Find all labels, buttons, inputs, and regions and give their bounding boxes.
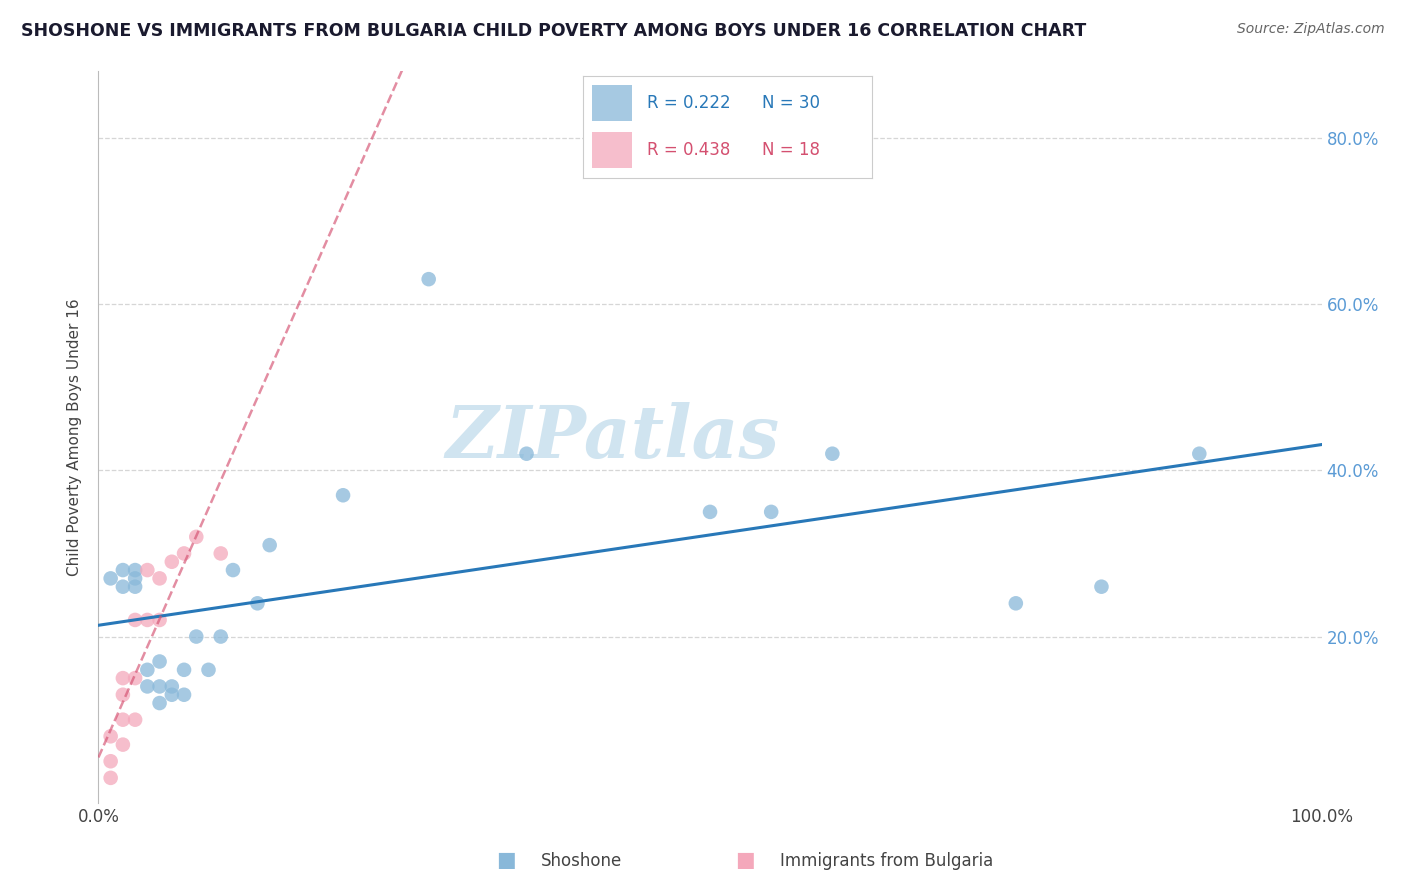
Point — [124, 580, 146, 594]
Point — [124, 671, 146, 685]
FancyBboxPatch shape — [592, 85, 633, 121]
Point — [149, 680, 172, 694]
Point — [197, 663, 219, 677]
Point — [209, 630, 232, 644]
Point — [209, 546, 232, 560]
Point — [100, 571, 122, 585]
Point — [100, 754, 122, 768]
Text: N = 18: N = 18 — [762, 141, 820, 159]
Text: ■: ■ — [735, 850, 755, 870]
Point — [761, 505, 783, 519]
Text: Source: ZipAtlas.com: Source: ZipAtlas.com — [1237, 22, 1385, 37]
Text: R = 0.438: R = 0.438 — [647, 141, 730, 159]
Point — [173, 663, 195, 677]
Text: ZIPatlas: ZIPatlas — [446, 401, 779, 473]
Point — [418, 272, 440, 286]
Point — [136, 613, 159, 627]
Point — [111, 688, 134, 702]
Text: ■: ■ — [496, 850, 516, 870]
Point — [160, 555, 183, 569]
Point — [111, 563, 134, 577]
Point — [100, 729, 122, 743]
Point — [124, 563, 146, 577]
Y-axis label: Child Poverty Among Boys Under 16: Child Poverty Among Boys Under 16 — [67, 298, 83, 576]
Point — [246, 596, 269, 610]
Point — [699, 505, 721, 519]
Point — [111, 738, 134, 752]
Point — [149, 571, 172, 585]
Point — [111, 671, 134, 685]
Point — [149, 696, 172, 710]
Point — [821, 447, 844, 461]
FancyBboxPatch shape — [592, 132, 633, 168]
Point — [1188, 447, 1211, 461]
Point — [160, 680, 183, 694]
Point — [100, 771, 122, 785]
Point — [259, 538, 281, 552]
Point — [1090, 580, 1112, 594]
Point — [149, 655, 172, 669]
Point — [1004, 596, 1026, 610]
Text: Immigrants from Bulgaria: Immigrants from Bulgaria — [780, 852, 994, 870]
Point — [160, 688, 183, 702]
Point — [136, 563, 159, 577]
Text: Shoshone: Shoshone — [541, 852, 623, 870]
Point — [124, 613, 146, 627]
Point — [124, 713, 146, 727]
Point — [136, 680, 159, 694]
Point — [173, 688, 195, 702]
Text: SHOSHONE VS IMMIGRANTS FROM BULGARIA CHILD POVERTY AMONG BOYS UNDER 16 CORRELATI: SHOSHONE VS IMMIGRANTS FROM BULGARIA CHI… — [21, 22, 1087, 40]
Point — [332, 488, 354, 502]
Point — [124, 571, 146, 585]
Point — [186, 630, 208, 644]
Point — [186, 530, 208, 544]
Text: R = 0.222: R = 0.222 — [647, 94, 731, 112]
Point — [173, 546, 195, 560]
Text: N = 30: N = 30 — [762, 94, 820, 112]
Point — [136, 663, 159, 677]
Point — [515, 447, 537, 461]
Point — [149, 613, 172, 627]
Point — [222, 563, 245, 577]
Point — [111, 713, 134, 727]
Point — [111, 580, 134, 594]
